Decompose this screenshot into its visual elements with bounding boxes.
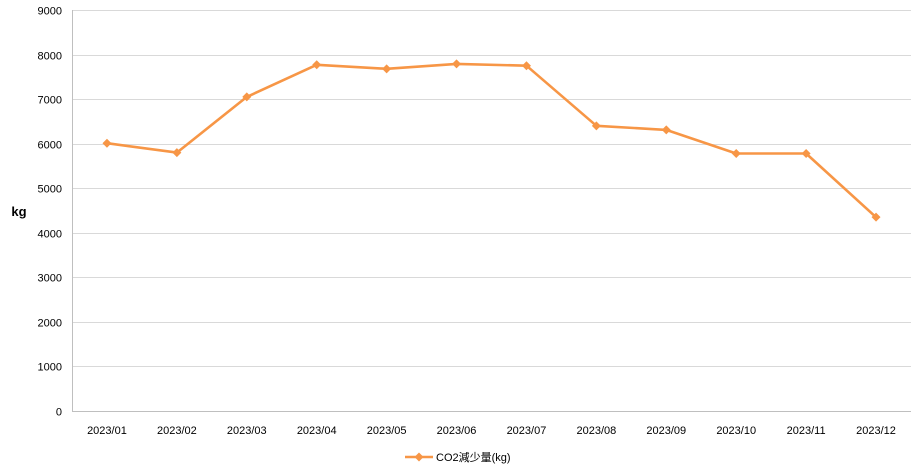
x-tick-label: 2023/07 [507, 425, 547, 437]
legend-label: CO2減少量(kg) [436, 450, 511, 464]
data-point [801, 148, 811, 158]
y-tick-label: 2000 [38, 318, 62, 330]
x-tick-label: 2023/01 [87, 425, 127, 437]
y-tick-label: 6000 [38, 140, 62, 152]
y-tick-label: 7000 [38, 95, 62, 107]
x-tick-label: 2023/04 [297, 425, 337, 437]
x-tick-label: 2023/12 [856, 425, 896, 437]
data-point [871, 212, 881, 222]
axes [72, 10, 911, 412]
x-tick-label: 2023/02 [157, 425, 197, 437]
y-tick-labels: 0 1000 2000 3000 4000 5000 6000 7000 8000 9000 [38, 6, 62, 419]
y-tick-label: 9000 [38, 6, 62, 18]
data-point [312, 60, 322, 70]
x-tick-label: 2023/05 [367, 425, 407, 437]
y-tick-label: 4000 [38, 229, 62, 241]
y-tick-label: 0 [56, 407, 62, 419]
data-point [102, 138, 112, 148]
data-point [382, 64, 392, 74]
data-point [731, 148, 741, 158]
x-tick-label: 2023/10 [716, 425, 756, 437]
y-tick-label: 5000 [38, 184, 62, 196]
y-axis-title: kg [11, 204, 26, 219]
y-tick-label: 3000 [38, 273, 62, 285]
legend-marker-swatch [414, 452, 424, 462]
data-point [172, 148, 182, 158]
data-point [661, 125, 671, 135]
data-point [591, 121, 601, 131]
series-line [106, 62, 877, 219]
series-layer [102, 59, 881, 222]
data-point [452, 59, 462, 69]
x-tick-label: 2023/09 [646, 425, 686, 437]
grid-lines [72, 10, 911, 367]
y-tick-label: 1000 [38, 362, 62, 374]
x-tick-label: 2023/03 [227, 425, 267, 437]
x-tick-label: 2023/11 [787, 425, 826, 437]
data-point [242, 92, 252, 102]
x-tick-label: 2023/06 [437, 425, 477, 437]
y-tick-label: 8000 [38, 51, 62, 63]
x-tick-labels: 2023/01 2023/02 2023/03 2023/04 2023/05 2023/… [87, 425, 896, 437]
data-point [521, 61, 531, 71]
legend: CO2減少量(kg) [405, 450, 511, 464]
x-tick-label: 2023/08 [576, 425, 616, 437]
